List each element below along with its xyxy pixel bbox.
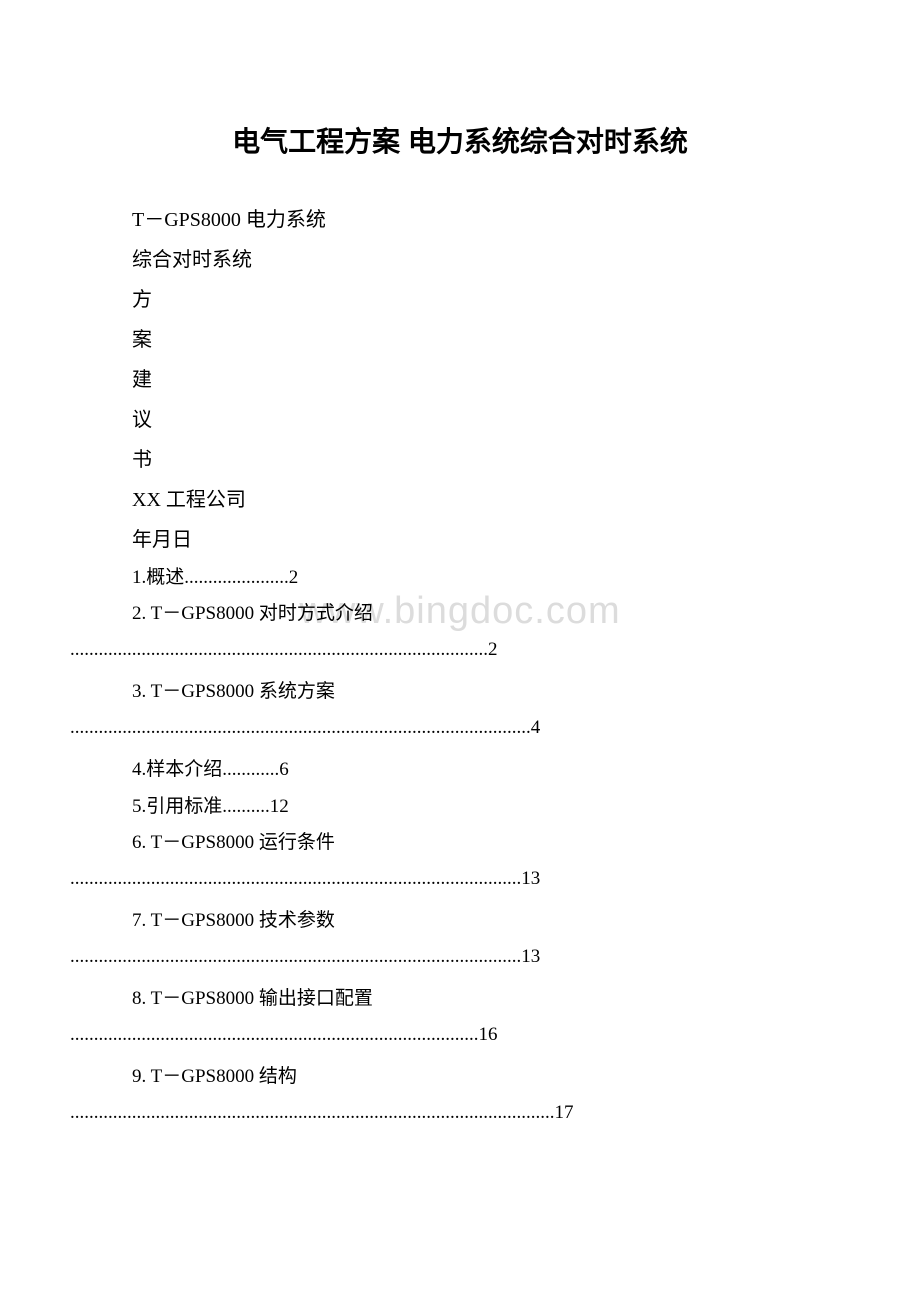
- toc-entry: 2. T－GPS8000 对时方式介绍: [70, 596, 850, 632]
- document-title: 电气工程方案 电力系统综合对时系统: [70, 120, 850, 160]
- toc-entry: 5.引用标准..........12: [70, 789, 850, 825]
- body-line: 建: [70, 360, 850, 400]
- toc-continuation: ........................................…: [70, 1095, 850, 1131]
- toc-continuation: ........................................…: [70, 1017, 850, 1053]
- body-line: 年月日: [70, 520, 850, 560]
- toc-entry: 3. T－GPS8000 系统方案: [70, 674, 850, 710]
- body-line: T－GPS8000 电力系统: [70, 200, 850, 240]
- body-line: XX 工程公司: [70, 480, 850, 520]
- body-line: 综合对时系统: [70, 240, 850, 280]
- toc-entry: 9. T－GPS8000 结构: [70, 1059, 850, 1095]
- toc-continuation: ........................................…: [70, 710, 850, 746]
- toc-entry: 1.概述......................2: [70, 560, 850, 596]
- toc-entry: 4.样本介绍............6: [70, 752, 850, 788]
- body-line: 案: [70, 320, 850, 360]
- document-content: 电气工程方案 电力系统综合对时系统 T－GPS8000 电力系统 综合对时系统 …: [70, 120, 850, 1131]
- toc-entry: 6. T－GPS8000 运行条件: [70, 825, 850, 861]
- body-line: 书: [70, 440, 850, 480]
- toc-entry: 7. T－GPS8000 技术参数: [70, 903, 850, 939]
- toc-entry: 8. T－GPS8000 输出接口配置: [70, 981, 850, 1017]
- toc-continuation: ........................................…: [70, 939, 850, 975]
- body-line: 方: [70, 280, 850, 320]
- toc-continuation: ........................................…: [70, 861, 850, 897]
- body-line: 议: [70, 400, 850, 440]
- toc-continuation: ........................................…: [70, 632, 850, 668]
